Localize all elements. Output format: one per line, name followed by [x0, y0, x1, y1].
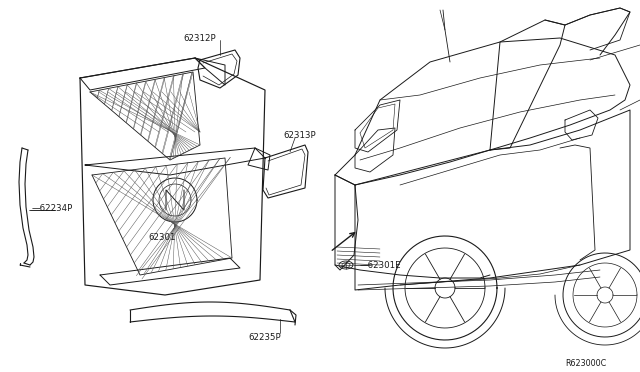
Text: 62313P: 62313P	[283, 131, 316, 140]
Text: 62301: 62301	[148, 232, 175, 241]
Text: 62235P: 62235P	[248, 333, 280, 341]
Text: 62312P: 62312P	[183, 33, 216, 42]
Text: R623000C: R623000C	[565, 359, 606, 368]
Text: —62234P: —62234P	[32, 203, 73, 212]
Text: —62301E: —62301E	[360, 260, 402, 269]
